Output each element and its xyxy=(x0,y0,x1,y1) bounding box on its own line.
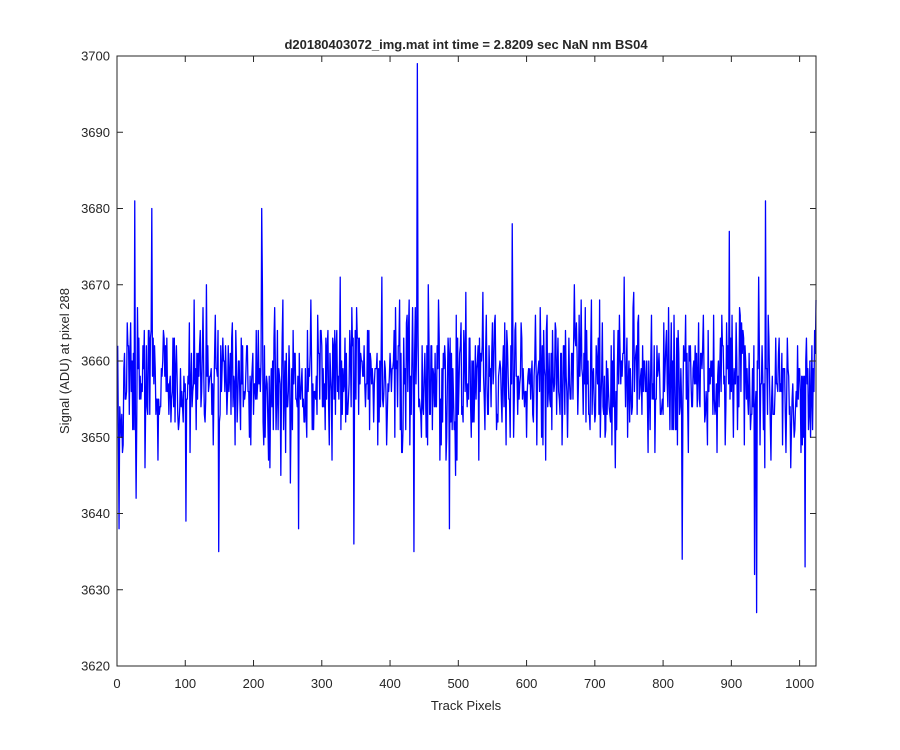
x-tick-label: 600 xyxy=(516,676,538,691)
axes-layer: 0 100 200 300 400 500 600 700 800 900 1000 3620 3630… xyxy=(81,49,817,691)
y-tick-label: 3670 xyxy=(81,277,110,292)
y-tick-label: 3660 xyxy=(81,354,110,369)
y-tick-label: 3630 xyxy=(81,582,110,597)
x-tick-label: 700 xyxy=(584,676,606,691)
y-axis-label: Signal (ADU) at pixel 288 xyxy=(57,288,72,434)
x-tick-label: 1000 xyxy=(785,676,814,691)
x-tick-label: 100 xyxy=(174,676,196,691)
y-tick-label: 3690 xyxy=(81,125,110,140)
x-tick-label: 200 xyxy=(243,676,265,691)
x-axis-label: Track Pixels xyxy=(431,698,502,713)
y-tick-label: 3700 xyxy=(81,49,110,64)
x-tick-label: 900 xyxy=(721,676,743,691)
x-tick-label: 400 xyxy=(379,676,401,691)
x-tick-label: 500 xyxy=(447,676,469,691)
x-tick-label: 0 xyxy=(113,676,120,691)
y-tick-label: 3680 xyxy=(81,201,110,216)
x-tick-label: 300 xyxy=(311,676,333,691)
x-tick-label: 800 xyxy=(652,676,674,691)
signal-series-line xyxy=(117,62,817,614)
series-layer xyxy=(117,62,817,614)
y-tick-label: 3640 xyxy=(81,506,110,521)
y-tick-label: 3650 xyxy=(81,430,110,445)
chart-title: d20180403072_img.mat int time = 2.8209 s… xyxy=(284,37,648,52)
y-tick-label: 3620 xyxy=(81,659,110,674)
